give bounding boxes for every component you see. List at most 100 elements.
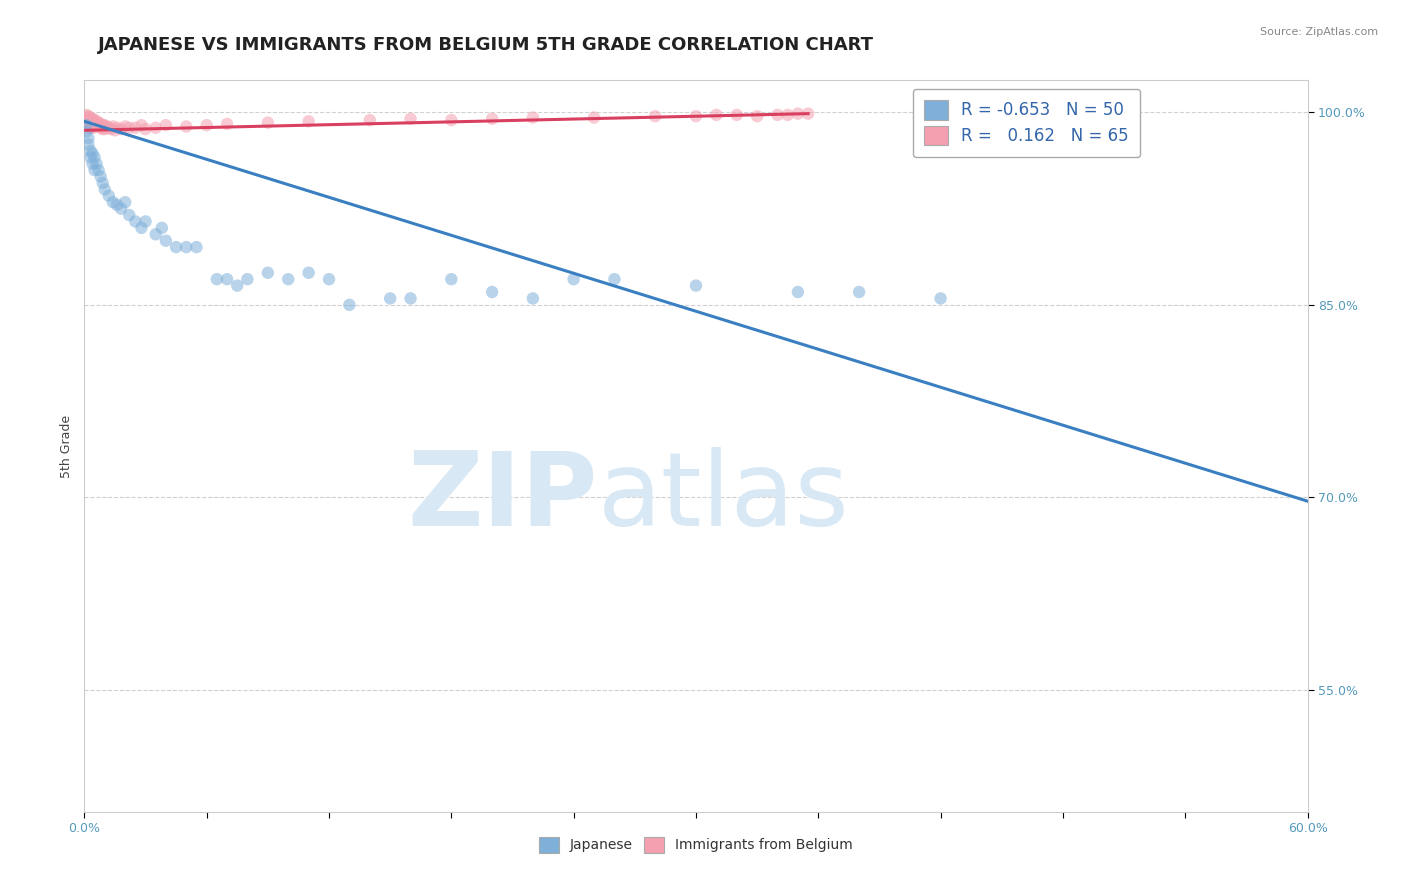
Point <box>298 266 321 280</box>
Point <box>86 114 108 128</box>
Point <box>236 272 259 286</box>
Point <box>77 137 100 152</box>
Point <box>110 122 132 136</box>
Point <box>644 109 666 123</box>
Point <box>79 111 101 125</box>
Point <box>91 176 114 190</box>
Text: ZIP: ZIP <box>408 447 598 548</box>
Point <box>174 240 197 254</box>
Point <box>747 109 769 123</box>
Point <box>97 120 120 135</box>
Point <box>82 117 104 131</box>
Text: Source: ZipAtlas.com: Source: ZipAtlas.com <box>1260 27 1378 37</box>
Point <box>90 120 112 135</box>
Point <box>359 113 381 128</box>
Point <box>82 112 104 126</box>
Point <box>77 114 100 128</box>
Point <box>124 214 146 228</box>
Point <box>97 188 120 202</box>
Point <box>83 115 105 129</box>
Point <box>399 292 422 306</box>
Point <box>205 272 228 286</box>
Point <box>685 109 707 123</box>
Point <box>82 120 104 135</box>
Point <box>77 120 100 135</box>
Point <box>82 146 104 161</box>
Point <box>77 112 100 126</box>
Point <box>440 113 463 128</box>
Point <box>155 118 177 132</box>
Point <box>226 278 249 293</box>
Point <box>481 112 503 126</box>
Point <box>75 111 97 125</box>
Point <box>77 118 100 132</box>
Point <box>90 169 112 184</box>
Point <box>118 120 141 135</box>
Point <box>79 113 101 128</box>
Point <box>583 111 606 125</box>
Text: JAPANESE VS IMMIGRANTS FROM BELGIUM 5TH GRADE CORRELATION CHART: JAPANESE VS IMMIGRANTS FROM BELGIUM 5TH … <box>98 36 875 54</box>
Point <box>787 285 810 299</box>
Point <box>79 144 101 158</box>
Point <box>96 120 118 134</box>
Point <box>706 108 728 122</box>
Point <box>79 150 101 164</box>
Point <box>257 266 280 280</box>
Point <box>93 122 115 136</box>
Point <box>339 298 361 312</box>
Point <box>165 240 187 254</box>
Point <box>217 117 239 131</box>
Point <box>522 111 544 125</box>
Point <box>87 163 110 178</box>
Point <box>848 285 870 299</box>
Text: atlas: atlas <box>598 447 849 548</box>
Y-axis label: 5th Grade: 5th Grade <box>60 415 73 477</box>
Point <box>87 115 110 129</box>
Point <box>150 220 173 235</box>
Point <box>75 118 97 132</box>
Point <box>75 115 97 129</box>
Point <box>186 240 208 254</box>
Point <box>77 109 100 123</box>
Point <box>79 118 101 132</box>
Point <box>155 234 177 248</box>
Point <box>118 208 141 222</box>
Point <box>75 125 97 139</box>
Point <box>399 112 422 126</box>
Point <box>83 163 105 178</box>
Point <box>110 202 132 216</box>
Point <box>91 122 114 136</box>
Point <box>104 123 127 137</box>
Point <box>83 113 105 128</box>
Point <box>93 118 115 132</box>
Point <box>75 108 97 122</box>
Point <box>90 117 112 131</box>
Point <box>766 108 789 122</box>
Point <box>195 118 218 132</box>
Point <box>91 118 114 132</box>
Point <box>114 120 136 134</box>
Point <box>725 108 748 122</box>
Point <box>82 114 104 128</box>
Point <box>603 272 626 286</box>
Point <box>75 113 97 128</box>
Point <box>77 131 100 145</box>
Legend: Japanese, Immigrants from Belgium: Japanese, Immigrants from Belgium <box>533 830 859 860</box>
Point <box>522 292 544 306</box>
Point <box>86 118 108 132</box>
Point <box>105 120 128 135</box>
Point <box>217 272 239 286</box>
Point <box>135 122 157 136</box>
Point <box>93 182 115 196</box>
Point <box>86 157 108 171</box>
Point <box>481 285 503 299</box>
Point <box>83 120 105 134</box>
Point <box>131 220 153 235</box>
Point <box>440 272 463 286</box>
Point <box>135 214 157 228</box>
Point <box>114 195 136 210</box>
Point <box>685 278 707 293</box>
Point <box>318 272 340 286</box>
Point <box>174 120 197 134</box>
Point <box>100 122 122 136</box>
